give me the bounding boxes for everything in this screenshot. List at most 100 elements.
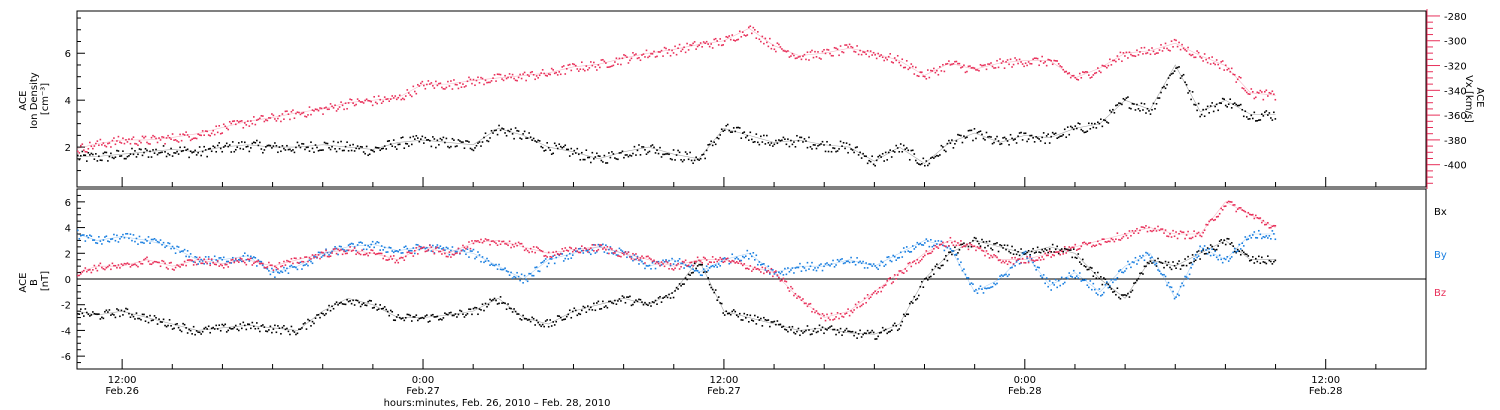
- bx-point: [558, 315, 561, 317]
- bz-point: [952, 244, 955, 247]
- density-point: [600, 159, 603, 162]
- bx-point: [98, 313, 100, 315]
- vx-point: [426, 83, 428, 86]
- vx-point: [1262, 98, 1265, 101]
- vx-point: [453, 79, 455, 81]
- by-point: [933, 244, 935, 247]
- by-point: [278, 272, 281, 274]
- by-point: [1230, 256, 1233, 258]
- by-point: [1086, 284, 1089, 287]
- bz-point: [1101, 238, 1104, 241]
- by-point: [1193, 257, 1195, 260]
- vx-point: [1139, 51, 1141, 53]
- by-point: [495, 263, 497, 266]
- vx-point: [636, 57, 639, 60]
- vx-point: [603, 60, 606, 63]
- by-point: [830, 263, 833, 265]
- bz-point: [812, 308, 815, 310]
- bz-point: [523, 249, 526, 252]
- bx-point: [744, 317, 747, 319]
- density-point: [233, 150, 236, 153]
- by-point: [1233, 247, 1236, 250]
- vx-point: [1059, 65, 1062, 67]
- bz-point: [699, 260, 702, 262]
- vx-point: [574, 64, 577, 67]
- by-point: [785, 273, 788, 276]
- vx-point: [433, 87, 436, 89]
- bz-point: [1116, 232, 1119, 234]
- vx-point: [641, 54, 643, 56]
- by-point: [778, 271, 780, 274]
- by-point: [1227, 260, 1230, 262]
- vx-point: [388, 100, 391, 103]
- bx-point: [117, 309, 120, 311]
- density-point: [334, 148, 336, 150]
- vx-point: [1060, 66, 1063, 68]
- bz-point: [976, 246, 979, 248]
- density-point: [707, 144, 709, 146]
- bx-point: [108, 309, 111, 311]
- by-point: [116, 234, 118, 237]
- by-point: [209, 262, 211, 265]
- by-point: [140, 241, 142, 244]
- density-point: [176, 150, 178, 153]
- bx-point: [144, 320, 147, 322]
- bx-point: [1017, 250, 1019, 253]
- bx-point: [911, 302, 914, 304]
- density-point: [805, 140, 807, 142]
- by-point: [277, 271, 279, 274]
- density-point: [1053, 133, 1055, 135]
- by-point: [444, 249, 446, 252]
- density-point: [752, 141, 755, 144]
- bx-point: [593, 302, 595, 305]
- bz-point: [286, 259, 288, 262]
- bx-point: [1035, 251, 1037, 253]
- vx-point: [644, 56, 646, 58]
- density-point: [1002, 137, 1004, 139]
- by-point: [657, 260, 660, 263]
- by-point: [225, 260, 228, 263]
- by-point: [754, 258, 756, 261]
- legend-bz: Bz: [1434, 288, 1446, 299]
- bz-point: [531, 250, 533, 253]
- vx-point: [606, 66, 609, 69]
- bz-point: [722, 261, 725, 264]
- bx-point: [889, 330, 892, 333]
- bx-point: [1151, 262, 1153, 264]
- density-point: [1244, 110, 1247, 113]
- by-point: [159, 239, 162, 241]
- vx-point: [347, 102, 350, 104]
- density-point: [830, 150, 833, 153]
- vx-point: [951, 63, 953, 66]
- by-point: [182, 250, 184, 252]
- by-point: [125, 233, 127, 235]
- by-point: [239, 259, 242, 261]
- bz-point: [338, 249, 341, 252]
- by-point: [367, 244, 369, 247]
- density-point: [1014, 138, 1016, 140]
- by-point: [905, 246, 908, 248]
- density-point: [400, 137, 403, 139]
- density-point: [1178, 66, 1180, 68]
- density-point: [534, 140, 536, 142]
- by-point: [692, 268, 694, 270]
- vx-point: [927, 69, 929, 71]
- bx-point: [699, 264, 702, 266]
- bz-point: [400, 256, 403, 259]
- density-point: [1107, 122, 1110, 124]
- bx-point: [784, 328, 786, 331]
- density-point: [940, 144, 943, 147]
- vx-point: [632, 51, 634, 54]
- vx-point: [522, 73, 524, 75]
- bz-point: [928, 252, 931, 255]
- vx-point: [153, 135, 156, 138]
- bx-point: [945, 254, 947, 257]
- bz-point: [708, 261, 711, 263]
- bz-point: [289, 261, 291, 263]
- bz-point: [298, 262, 300, 264]
- bz-point: [981, 249, 983, 252]
- density-point: [179, 146, 181, 149]
- bz-point: [207, 258, 210, 260]
- by-point: [508, 274, 511, 276]
- bz-point: [144, 257, 147, 260]
